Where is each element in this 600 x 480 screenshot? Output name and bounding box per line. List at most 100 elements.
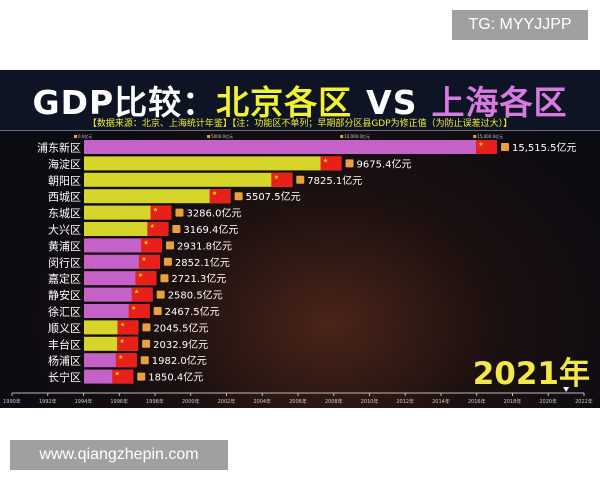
timeline-tick-label: 2012年 [396,398,414,405]
bar [84,140,497,154]
flag-star-icon: ★ [141,256,146,263]
chart-subtitle: 【数据来源：北京、上海统计年鉴】【注：功能区不单列；早期部分区县GDP为修正值（… [87,119,513,129]
flag-star-icon: ★ [118,354,123,361]
timeline-tick-label: 2020年 [539,398,557,405]
x-tick-label: 0.0亿元 [78,133,92,139]
value-label: 2852.1亿元 [175,256,230,269]
category-label: 嘉定区 [48,272,81,286]
title-shanghai: 上海各区 [431,83,568,122]
value-icon [234,192,243,201]
timeline-tick-label: 2006年 [289,398,307,405]
value-icon [501,143,509,151]
timeline-tick-label: 1994年 [75,398,93,405]
value-icon [140,356,149,365]
bar [84,172,293,187]
china-flag-icon [131,287,153,302]
value-icon [175,208,184,217]
china-flag-icon [117,320,139,335]
value-label: 7825.1亿元 [307,174,362,187]
china-flag-icon [150,205,172,220]
x-tick-icon [340,135,344,138]
value-label: 2032.9亿元 [153,338,208,351]
watermark-bottom: www.qiangzhepin.com [10,440,228,470]
category-label: 闵行区 [48,255,81,269]
category-label: 杨浦区 [48,354,81,368]
timeline-tick-label: 2022年 [575,398,593,405]
value-icon [296,175,305,184]
value-icon [153,307,162,315]
timeline-tick-label: 2008年 [325,398,343,405]
category-label: 大兴区 [48,223,81,237]
timeline-tick-label: 2000年 [182,398,200,405]
year-label: 2021年 [473,356,590,392]
flag-star-icon: ★ [274,174,279,181]
value-label: 3286.0亿元 [186,207,241,220]
title-prefix: GDP比较： [32,83,217,122]
flag-star-icon: ★ [153,207,158,214]
flag-star-icon: ★ [131,305,136,312]
value-label: 5507.5亿元 [246,190,301,203]
flag-star-icon: ★ [119,338,124,345]
timeline-tick-label: 2004年 [253,398,271,405]
title-vs: VS [366,83,418,122]
bar [84,222,169,236]
flag-star-icon: ★ [120,321,125,328]
china-flag-icon [115,353,137,368]
china-flag-icon [117,336,139,351]
timeline-tick-label: 2002年 [218,398,236,405]
title-beijing: 北京各区 [216,83,353,122]
value-icon [166,241,175,250]
divider [0,130,600,131]
value-label: 2045.5亿元 [153,321,208,334]
flag-star-icon: ★ [143,239,148,246]
china-flag-icon [141,238,163,253]
china-flag-icon [271,172,293,187]
category-label: 浦东新区 [37,141,81,155]
bar [84,156,342,171]
timeline-tick-label: 2010年 [361,398,379,405]
timeline-tick-label: 2016年 [468,398,486,405]
china-flag-icon [135,271,157,286]
flag-star-icon: ★ [150,223,155,230]
value-label: 9675.4亿元 [357,157,412,170]
bar [84,189,231,204]
category-label: 海淀区 [48,157,81,171]
timeline-tick-label: 2014年 [432,398,450,405]
timeline-tick-label: 1990年 [3,398,21,405]
x-tick-icon [74,135,77,138]
timeline-tick-label: 2018年 [504,398,522,405]
timeline-tick-label: 1992年 [39,398,57,405]
video-frame: GDP比较：北京各区 VS 上海各区 【数据来源：北京、上海统计年鉴】【注：功能区不… [0,70,600,408]
value-label: 3169.4亿元 [183,223,238,236]
value-icon [156,290,165,299]
flag-star-icon: ★ [134,289,139,296]
value-label: 2467.5亿元 [165,305,220,318]
watermark-top: TG: MYYJJPP [452,10,588,40]
value-icon [160,274,169,283]
category-label: 顺义区 [48,322,81,335]
value-icon [163,257,172,266]
timeline-tick-label: 1998年 [146,398,164,405]
value-label: 1982.0亿元 [152,354,207,367]
china-flag-icon [147,222,169,236]
x-tick-label: 5000.0亿元 [211,133,233,139]
category-label: 西城区 [48,191,81,204]
x-tick-icon [207,135,211,138]
value-label: 2721.3亿元 [171,272,226,285]
category-label: 朝阳区 [48,174,81,187]
category-label: 东城区 [48,207,81,220]
value-icon [142,323,151,332]
china-flag-icon [138,254,160,269]
category-label: 长宁区 [48,370,81,384]
category-label: 静安区 [48,288,81,302]
flag-star-icon: ★ [212,190,217,197]
timeline-tick-label: 1996年 [110,398,128,405]
value-label: 2931.8亿元 [177,239,232,252]
flag-star-icon: ★ [115,371,120,378]
bar [84,205,172,220]
timeline-marker-icon [563,387,570,392]
value-icon [142,339,151,348]
x-tick-icon [473,135,477,138]
value-label: 2580.5亿元 [168,289,223,302]
value-icon [137,372,146,381]
